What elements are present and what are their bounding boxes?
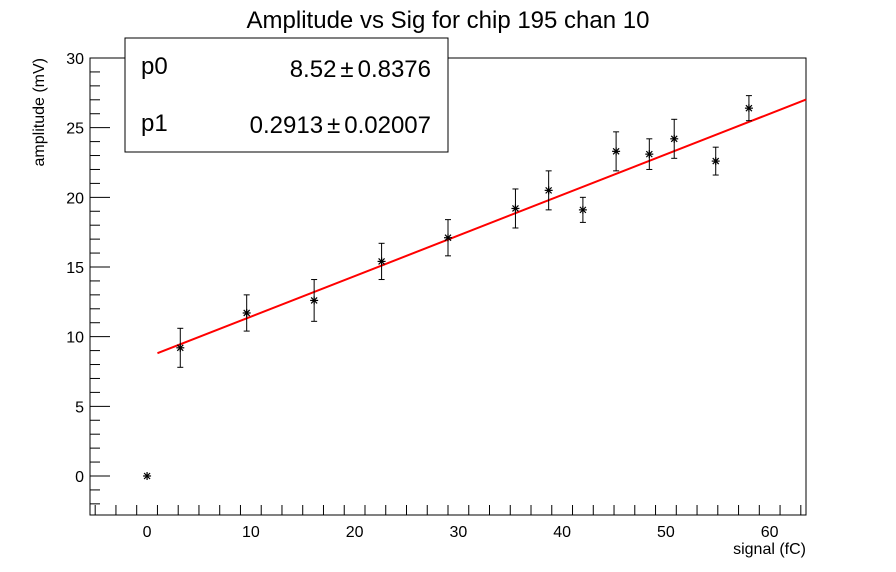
- marker-stroke: [310, 297, 318, 304]
- y-tick-label: 30: [66, 51, 84, 68]
- stats-p1-plusminus: ±: [327, 112, 340, 139]
- marker-stroke: [512, 205, 519, 212]
- stats-box-frame: [124, 37, 449, 153]
- data-point: [377, 242, 386, 281]
- stats-p1-estimate: 0.2913: [250, 112, 323, 139]
- stats-p0-error: 0.8376: [358, 56, 431, 83]
- data-point: [670, 118, 679, 159]
- y-tick-label: 15: [66, 260, 84, 277]
- stats-p0-estimate: 8.52: [290, 56, 337, 83]
- data-point: [612, 131, 621, 172]
- data-point: [711, 146, 720, 176]
- data-point: [645, 138, 654, 170]
- marker-stroke: [545, 186, 553, 194]
- marker-stroke: [712, 157, 720, 165]
- data-point: [744, 95, 753, 122]
- data-point: [176, 327, 185, 368]
- data-point: [242, 294, 251, 332]
- x-tick-label: 50: [657, 524, 675, 541]
- marker-stroke: [176, 344, 184, 352]
- stats-p1-error: 0.02007: [344, 112, 431, 139]
- marker-stroke: [143, 472, 151, 480]
- data-points: [143, 95, 753, 480]
- y-tick-label: 20: [66, 190, 84, 207]
- data-point: [444, 219, 452, 257]
- marker-stroke: [579, 206, 587, 214]
- marker-stroke: [444, 234, 452, 242]
- stats-p0-plusminus: ±: [340, 56, 353, 83]
- tick-labels: 0 10 20 30 40 50 60 0 5 10 15 20 25 30: [66, 51, 778, 541]
- fit-stats-box: p0 8.52 ±0.8376 p1 0.2913 ±0.02007: [124, 37, 449, 153]
- fit-line: [157, 98, 807, 355]
- data-point: [511, 188, 520, 229]
- stats-p0-name: p0: [141, 53, 168, 80]
- y-axis-label: amplitude (mV): [31, 58, 48, 166]
- x-tick-label: 30: [449, 524, 467, 541]
- x-tick-label: 60: [761, 524, 779, 541]
- marker-stroke: [745, 104, 753, 112]
- data-point: [310, 279, 319, 322]
- y-tick-label: 0: [75, 469, 84, 486]
- x-tick-label: 20: [346, 524, 364, 541]
- stats-p1-name: p1: [141, 110, 168, 137]
- data-point: [578, 196, 587, 223]
- y-tick-label: 25: [66, 121, 84, 138]
- y-tick-label: 5: [75, 399, 84, 416]
- x-axis-label: signal (fC): [733, 541, 806, 558]
- data-point: [544, 170, 553, 211]
- chart-title: Amplitude vs Sig for chip 195 chan 10: [247, 7, 650, 34]
- data-point: [143, 471, 152, 480]
- stats-p0-value: 8.52 ±0.8376: [290, 56, 431, 83]
- x-tick-label: 40: [553, 524, 571, 541]
- marker-stroke: [612, 147, 620, 155]
- marker-stroke: [243, 309, 251, 317]
- marker-stroke: [670, 135, 678, 143]
- axis-ticks: [90, 57, 802, 515]
- stats-p1-value: 0.2913 ±0.02007: [250, 112, 431, 139]
- fit-layer: [157, 98, 807, 355]
- x-tick-label: 0: [143, 524, 152, 541]
- marker-stroke: [378, 257, 386, 265]
- y-tick-label: 10: [66, 330, 84, 347]
- x-tick-label: 10: [242, 524, 260, 541]
- marker-stroke: [645, 150, 653, 158]
